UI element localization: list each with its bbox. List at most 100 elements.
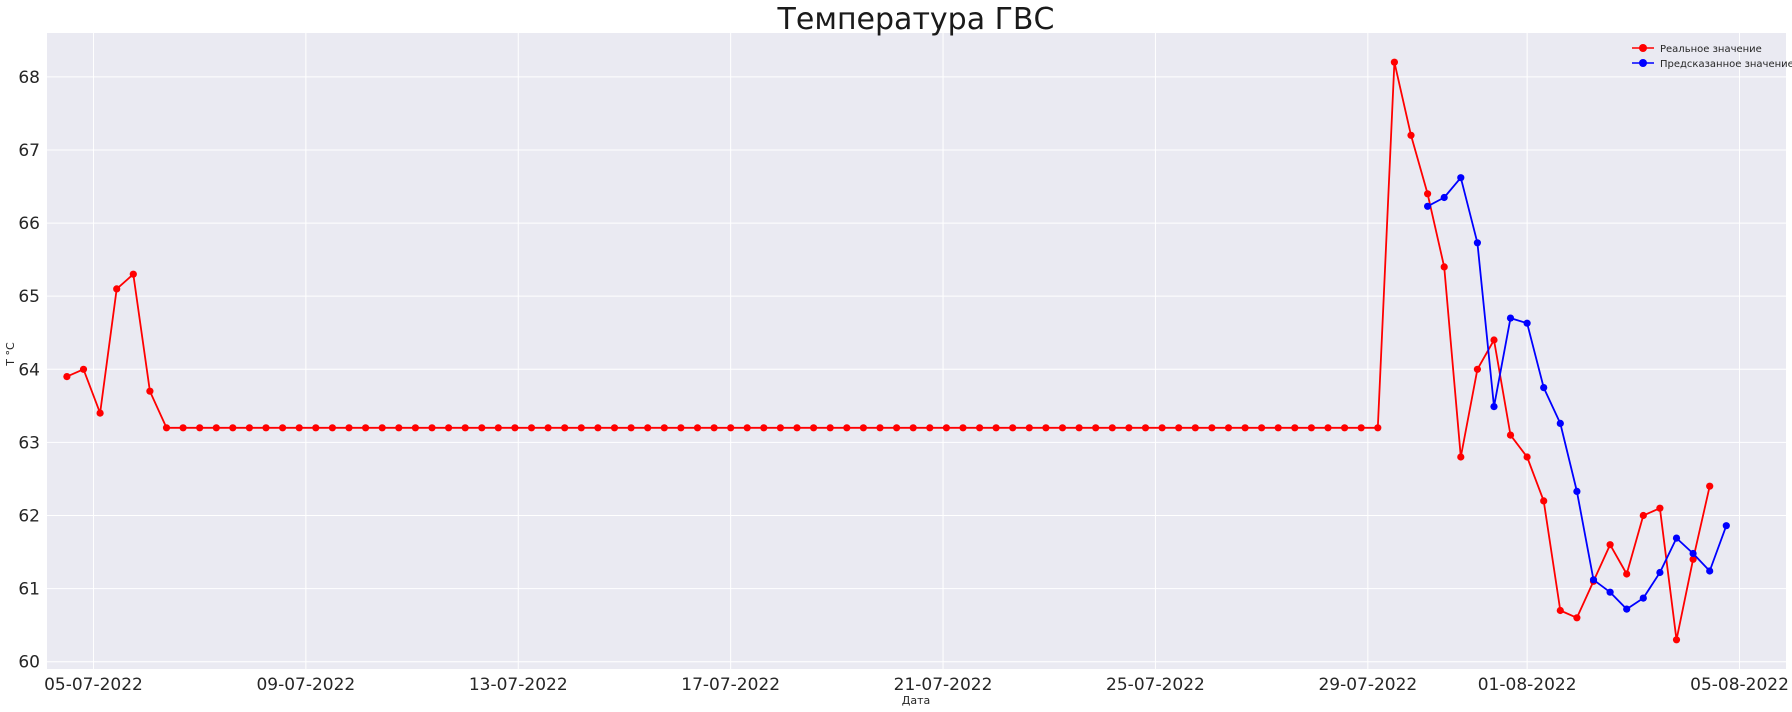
data-point-real bbox=[743, 424, 751, 432]
data-point-real bbox=[395, 424, 403, 432]
series-layer bbox=[63, 58, 1730, 644]
data-point-real bbox=[1672, 636, 1681, 644]
x-tick-label: 17-07-2022 bbox=[681, 675, 780, 695]
data-point-real bbox=[1706, 482, 1714, 490]
data-point-real bbox=[1341, 424, 1349, 432]
data-point-real bbox=[893, 424, 901, 432]
y-tick-label: 67 bbox=[18, 141, 40, 161]
data-point-real bbox=[760, 424, 768, 432]
data-point-real bbox=[96, 409, 104, 417]
data-point-real bbox=[478, 424, 486, 432]
data-point-real bbox=[1440, 263, 1448, 271]
data-point-real bbox=[544, 424, 552, 432]
data-point-real bbox=[776, 424, 785, 432]
data-point-real bbox=[1540, 497, 1548, 505]
legend-marker-real bbox=[1639, 44, 1647, 52]
y-tick-label: 65 bbox=[18, 287, 40, 307]
data-point-real bbox=[1639, 511, 1647, 520]
data-point-real bbox=[859, 424, 868, 432]
data-point-predicted bbox=[1506, 314, 1515, 322]
data-point-real bbox=[1042, 424, 1050, 432]
series-line-real bbox=[66, 61, 1711, 641]
data-point-real bbox=[909, 424, 917, 432]
data-point-predicted bbox=[1639, 594, 1647, 602]
data-point-predicted bbox=[1656, 568, 1664, 577]
data-point-real bbox=[1108, 424, 1116, 432]
data-point-predicted bbox=[1722, 522, 1730, 530]
y-tick-label: 63 bbox=[18, 433, 40, 453]
data-point-real bbox=[561, 424, 569, 432]
y-tick-label: 61 bbox=[18, 580, 40, 600]
data-point-real bbox=[345, 424, 353, 432]
data-point-real bbox=[245, 424, 253, 432]
grid-lines bbox=[47, 33, 1786, 669]
data-point-real bbox=[1274, 424, 1282, 432]
data-point-real bbox=[826, 424, 834, 432]
data-point-real bbox=[1506, 431, 1515, 439]
data-point-real bbox=[793, 424, 801, 432]
data-point-real bbox=[212, 424, 220, 432]
data-point-real bbox=[511, 424, 519, 432]
data-point-real bbox=[1407, 131, 1415, 139]
data-point-predicted bbox=[1689, 549, 1697, 558]
data-point-real bbox=[710, 424, 718, 432]
data-point-real bbox=[1208, 424, 1216, 432]
data-point-real bbox=[992, 424, 1000, 432]
data-point-real bbox=[79, 365, 88, 373]
data-point-real bbox=[162, 424, 171, 432]
data-point-real bbox=[1291, 424, 1299, 432]
data-point-predicted bbox=[1473, 239, 1481, 247]
y-axis-label: T °C bbox=[4, 342, 17, 367]
y-tick-label: 68 bbox=[18, 68, 40, 88]
data-point-real bbox=[1606, 541, 1614, 549]
data-point-real bbox=[843, 424, 851, 432]
data-point-real bbox=[1473, 365, 1481, 373]
data-point-real bbox=[1357, 424, 1365, 432]
data-point-real bbox=[577, 424, 585, 432]
data-point-real bbox=[677, 424, 685, 432]
data-point-real bbox=[461, 424, 469, 432]
data-point-real bbox=[312, 424, 320, 432]
data-point-predicted bbox=[1457, 174, 1465, 182]
data-point-real bbox=[1258, 424, 1266, 432]
chart-title: Температура ГВС bbox=[777, 2, 1055, 37]
x-tick-label: 05-08-2022 bbox=[1690, 675, 1789, 695]
data-point-real bbox=[411, 424, 419, 432]
data-point-real bbox=[644, 424, 652, 432]
data-point-real bbox=[1523, 453, 1531, 461]
data-point-real bbox=[1556, 606, 1564, 615]
data-point-real bbox=[1490, 336, 1498, 344]
y-tick-label: 60 bbox=[18, 653, 40, 673]
data-point-real bbox=[1125, 424, 1133, 432]
y-tick-label: 62 bbox=[18, 506, 40, 526]
data-point-predicted bbox=[1424, 202, 1432, 210]
data-point-real bbox=[594, 424, 602, 432]
x-tick-label: 29-07-2022 bbox=[1318, 675, 1417, 695]
data-point-real bbox=[727, 424, 735, 432]
data-point-real bbox=[926, 424, 934, 432]
data-point-real bbox=[1573, 614, 1581, 622]
data-point-real bbox=[1689, 555, 1697, 563]
data-point-predicted bbox=[1672, 534, 1681, 542]
data-point-real bbox=[693, 424, 702, 432]
y-tick-label: 64 bbox=[18, 360, 40, 380]
legend-label-predicted: Предсказанное значение bbox=[1660, 59, 1792, 70]
data-point-real bbox=[1656, 504, 1664, 512]
x-tick-label: 25-07-2022 bbox=[1106, 675, 1205, 695]
data-point-real bbox=[527, 424, 536, 432]
data-point-real bbox=[1241, 424, 1249, 432]
data-point-real bbox=[229, 424, 237, 432]
data-point-real bbox=[445, 424, 453, 432]
data-point-predicted bbox=[1706, 567, 1714, 575]
data-point-predicted bbox=[1540, 384, 1548, 392]
data-point-real bbox=[1623, 570, 1631, 578]
data-point-real bbox=[328, 424, 336, 432]
data-point-real bbox=[1141, 424, 1150, 432]
data-point-predicted bbox=[1589, 576, 1598, 584]
data-point-real bbox=[362, 424, 370, 432]
data-point-real bbox=[1424, 190, 1432, 198]
data-point-real bbox=[1025, 424, 1033, 432]
x-tick-label: 13-07-2022 bbox=[469, 675, 568, 695]
data-point-real bbox=[610, 424, 619, 432]
